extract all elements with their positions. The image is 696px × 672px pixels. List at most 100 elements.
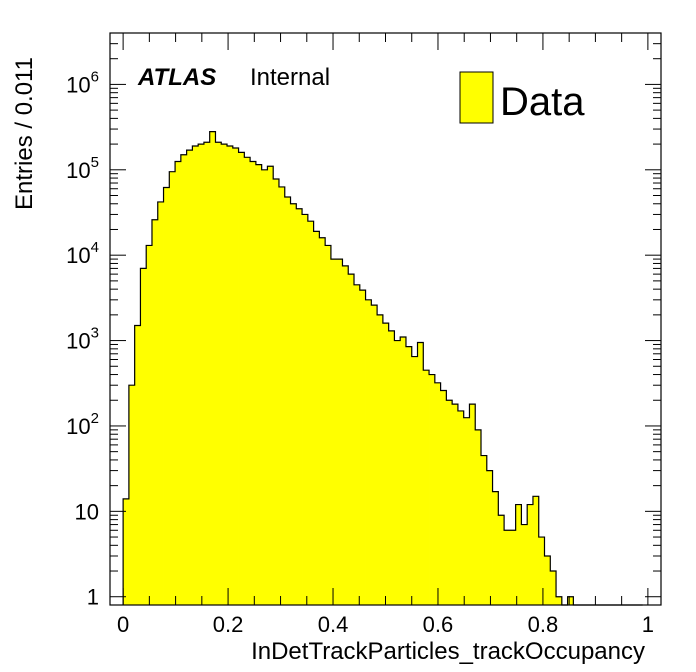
histogram-bin — [486, 470, 493, 605]
histogram-bin — [313, 231, 320, 605]
x-tick-label: 0.6 — [423, 612, 454, 637]
y-tick-label: 105 — [66, 154, 99, 183]
histogram-bin — [457, 410, 465, 605]
histogram-bin — [290, 203, 297, 605]
histogram-bin — [163, 187, 170, 605]
histogram-bin — [302, 214, 309, 605]
histogram-bin — [255, 164, 263, 606]
x-tick-label: 1 — [642, 612, 654, 637]
x-tick-label: 0.8 — [528, 612, 559, 637]
histogram-bin — [550, 571, 557, 605]
y-tick-label: 1 — [87, 585, 99, 610]
histogram-bin — [463, 417, 470, 605]
legend-swatch — [459, 71, 494, 124]
x-axis-title: InDetTrackParticles_trackOccupancy — [251, 638, 645, 665]
histogram-bin — [261, 169, 268, 606]
internal-label: Internal — [250, 64, 330, 91]
histogram-bin — [515, 504, 522, 605]
histogram-bin — [521, 524, 528, 605]
histogram-bin — [273, 179, 280, 605]
histogram-bin — [209, 131, 216, 606]
axes — [110, 32, 661, 605]
histogram-bin — [382, 323, 390, 605]
histogram-bin — [417, 342, 424, 605]
legend-label: Data — [500, 80, 585, 124]
histogram-bin — [325, 245, 332, 605]
histogram-bin — [452, 404, 459, 605]
histogram-bin — [169, 171, 176, 605]
histogram-bin — [354, 284, 361, 605]
histogram-bin — [227, 145, 234, 606]
histogram-bin — [405, 346, 413, 605]
histogram-bin — [134, 325, 141, 605]
y-tick-label: 106 — [66, 68, 99, 97]
histogram-bin — [492, 491, 499, 605]
x-tick-label: 0 — [117, 612, 129, 637]
histogram-bin — [203, 142, 211, 605]
histogram-bin — [215, 142, 222, 605]
histogram-bin — [244, 157, 251, 605]
histogram-bin — [284, 197, 291, 605]
histogram-bin — [388, 330, 395, 605]
histogram-bin — [175, 161, 182, 605]
x-tick-label: 0.2 — [213, 612, 244, 637]
histogram-bin — [238, 152, 245, 606]
histogram-bin — [538, 537, 545, 605]
histogram-bin — [475, 429, 482, 605]
histogram-bin — [423, 370, 430, 605]
histogram-bin — [128, 385, 136, 605]
histogram-bin — [336, 259, 343, 605]
histogram-bin — [567, 596, 574, 605]
histogram-bin — [400, 337, 407, 605]
histogram-bin — [532, 496, 540, 605]
histogram-bin — [180, 154, 188, 605]
y-axis-title: Entries / 0.011 — [11, 57, 38, 210]
histogram-bin — [192, 145, 199, 606]
histogram-bin — [151, 219, 159, 605]
histogram-bin — [348, 274, 355, 605]
histogram-bin — [429, 374, 436, 605]
histogram-bin — [278, 186, 286, 605]
y-tick-label: 10 — [75, 499, 99, 524]
y-tick-label: 102 — [66, 410, 99, 439]
histogram-bin — [544, 555, 551, 605]
histogram-bin — [123, 498, 130, 605]
histogram-bin — [481, 455, 488, 605]
histogram-bin — [504, 530, 511, 605]
y-tick-labels: 1 10 102 103 104 105 106 — [66, 68, 99, 609]
histogram-bin — [394, 340, 401, 605]
histogram-bin — [267, 166, 274, 605]
histogram-bin — [140, 268, 147, 605]
histogram-bin — [157, 201, 164, 605]
histogram-bin — [359, 290, 366, 605]
histogram-bin — [342, 265, 349, 605]
histogram-bin — [440, 390, 447, 605]
histogram-bin — [371, 305, 378, 605]
histogram-bin — [498, 515, 505, 605]
histogram-bin — [186, 150, 193, 605]
histogram-bin — [469, 404, 476, 605]
histogram-bin — [232, 148, 239, 605]
plot-frame — [109, 32, 662, 606]
histogram-bin — [198, 144, 205, 605]
histogram-bin — [307, 221, 315, 605]
x-tick-label: 0.4 — [318, 612, 349, 637]
histogram-bin — [365, 299, 372, 605]
y-tick-label: 104 — [66, 239, 99, 268]
histogram-bin — [411, 356, 418, 605]
histogram-bars — [122, 131, 643, 606]
atlas-label: ATLAS — [137, 64, 216, 91]
histogram-bin — [509, 530, 517, 605]
histogram-bin — [146, 245, 153, 605]
histogram-bin — [221, 144, 228, 605]
x-tick-labels: 0 0.2 0.4 0.6 0.8 1 — [117, 612, 654, 637]
histogram-bin — [446, 400, 453, 605]
histogram-bin — [250, 161, 257, 605]
histogram-bin — [434, 382, 441, 605]
histogram-bin — [296, 208, 303, 605]
histogram-bin — [330, 259, 338, 605]
histogram-bin — [319, 237, 326, 605]
histogram-outline — [122, 131, 643, 606]
histogram-bin — [556, 596, 563, 605]
